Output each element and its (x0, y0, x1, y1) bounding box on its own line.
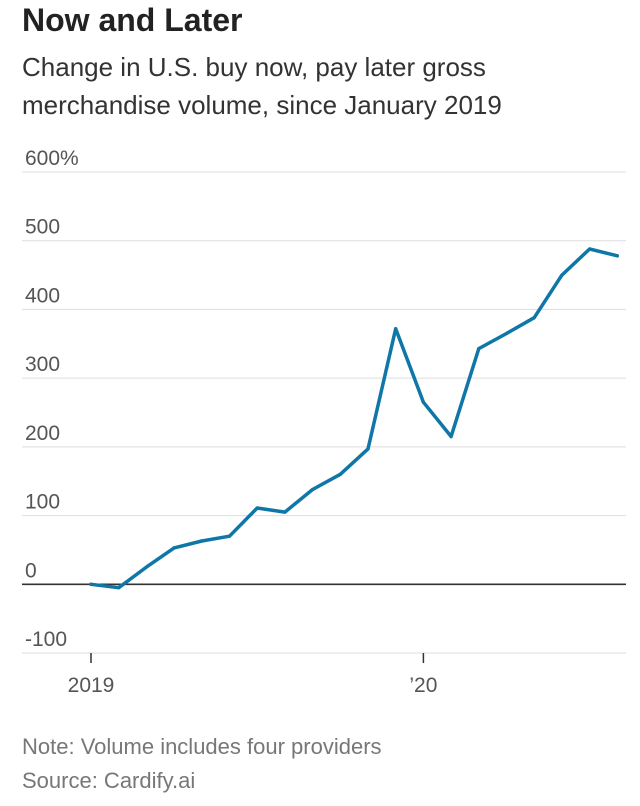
data-point (227, 534, 232, 538)
y-tick-label: 300 (25, 353, 60, 376)
data-point (338, 472, 342, 476)
data-point (421, 400, 425, 404)
data-point (394, 327, 398, 331)
y-tick-label: 200 (25, 422, 60, 445)
chart-source: Source: Cardify.ai (22, 768, 196, 793)
data-point (449, 434, 453, 439)
x-tick-label: ’20 (409, 674, 437, 697)
chart-note: Note: Volume includes four providers (22, 734, 382, 759)
chart-subtitle: Change in U.S. buy now, pay later gross … (22, 52, 502, 120)
y-tick-label: 400 (25, 284, 60, 307)
data-point (615, 254, 619, 258)
gridlines (22, 171, 626, 654)
data-point (504, 331, 509, 336)
data-point (366, 447, 370, 451)
data-point (283, 510, 287, 514)
data-point (311, 487, 315, 492)
data-point (588, 247, 592, 251)
chart-title: Now and Later (22, 2, 243, 38)
y-tick-label: 0 (25, 559, 37, 582)
y-tick-label: 600% (25, 147, 79, 170)
data-point (255, 506, 259, 510)
x-tick-label: 2019 (68, 674, 115, 697)
data-point (117, 586, 121, 590)
y-tick-label: -100 (25, 628, 67, 651)
series-line (89, 247, 620, 590)
data-point (532, 316, 536, 320)
data-point (560, 273, 564, 277)
data-point (200, 539, 204, 543)
y-tick-label: 500 (25, 216, 60, 239)
y-tick-label: 100 (25, 491, 60, 514)
data-point (144, 565, 148, 569)
series (89, 247, 620, 590)
data-point (477, 346, 481, 351)
data-point (172, 546, 176, 550)
data-point (89, 582, 93, 586)
